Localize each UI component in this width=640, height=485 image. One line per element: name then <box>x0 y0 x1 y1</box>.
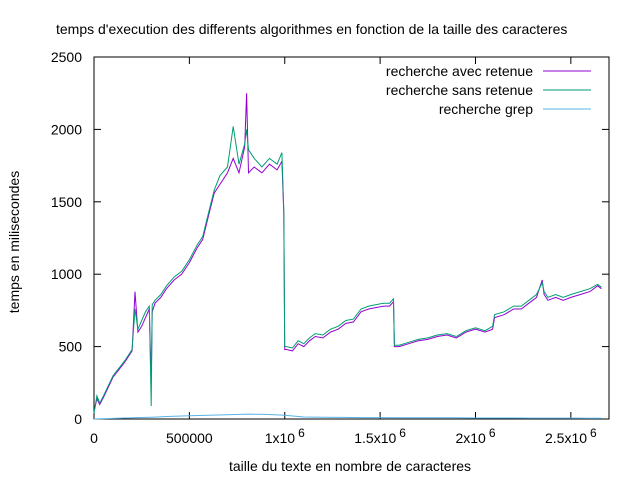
x-tick-label-exponent: 6 <box>590 426 597 440</box>
series-lines <box>93 93 602 420</box>
legend-label-2: recherche sans retenue <box>386 82 533 98</box>
series-line-3 <box>93 413 602 420</box>
y-tick-label: 2000 <box>51 121 82 137</box>
y-tick-label: 2500 <box>51 49 82 65</box>
x-tick-label-base: 2x10 <box>455 430 486 446</box>
x-tick-label-base: 0 <box>90 430 98 446</box>
y-tick-label: 0 <box>74 411 82 427</box>
series-line-1 <box>93 93 602 412</box>
x-tick-label-base: 1x10 <box>265 430 296 446</box>
x-tick-label: 1x10 6 <box>265 426 305 446</box>
x-tick-label-base: 500000 <box>166 430 213 446</box>
x-tick-label-exponent: 6 <box>298 426 305 440</box>
legend-label-1: recherche avec retenue <box>386 63 533 79</box>
y-tick-label: 500 <box>59 339 83 355</box>
plot-frame <box>93 56 610 420</box>
legend: recherche avec retenue recherche sans ret… <box>386 63 591 117</box>
x-tick-label: 2.5x10 6 <box>545 426 597 446</box>
x-tick-label: 1.5x10 6 <box>354 426 406 446</box>
x-tick-label-exponent: 6 <box>399 426 406 440</box>
x-tick-label-base: 1.5x10 <box>354 430 396 446</box>
y-axis-label: temps en milisecondes <box>6 171 22 313</box>
x-axis-label: taille du texte en nombre de caracteres <box>229 458 471 474</box>
x-tick-label: 0 <box>90 430 98 446</box>
y-tick-label: 1500 <box>51 194 82 210</box>
x-tick-label-exponent: 6 <box>489 426 496 440</box>
series-line-2 <box>93 126 602 414</box>
x-tick-label: 2x10 6 <box>455 426 495 446</box>
chart-title: temps d'execution des differents algorit… <box>56 21 567 37</box>
x-tick-label: 500000 <box>166 430 213 446</box>
y-axis: 0 500 1000 1500 2000 2500 <box>51 49 609 427</box>
y-tick-label: 1000 <box>51 266 82 282</box>
legend-label-3: recherche grep <box>439 101 533 117</box>
x-tick-label-base: 2.5x10 <box>545 430 587 446</box>
